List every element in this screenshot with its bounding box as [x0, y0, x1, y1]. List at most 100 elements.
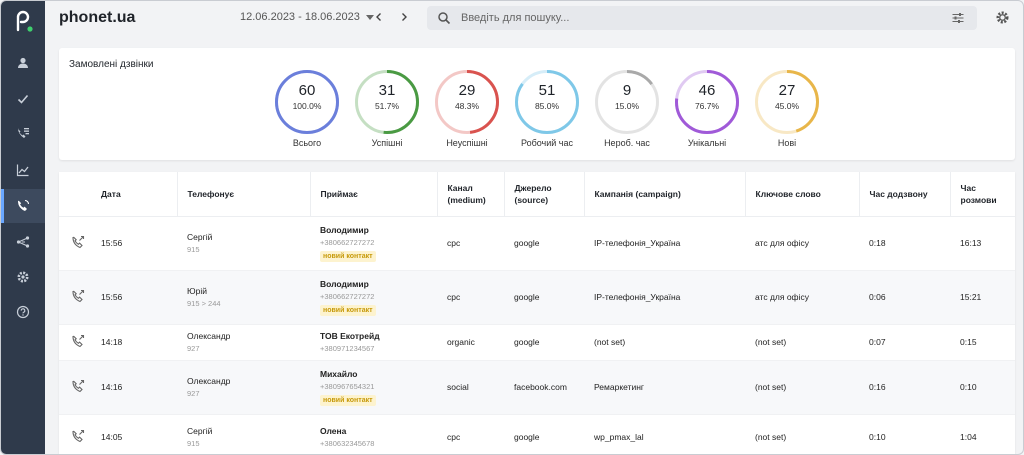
cell-receiver: ТОВ Екотрейд +380971234567 [310, 324, 437, 361]
col-receiver[interactable]: Приймає [310, 172, 438, 217]
cell-talk-time: 15:21 [950, 270, 1015, 325]
call-direction-icon [72, 379, 85, 393]
cell-caller: Юрій 915 > 244 [177, 270, 310, 325]
stat-ring-progress [275, 70, 339, 134]
sidebar-item-analytics[interactable] [1, 153, 45, 187]
stat-ring[interactable]: 51 85.0% [513, 68, 581, 136]
filter-sliders-icon[interactable] [951, 11, 965, 25]
col-campaign[interactable]: Кампанія (campaign) [584, 172, 746, 217]
date-range-value: 12.06.2023 - 18.06.2023 [240, 11, 360, 23]
receiver-name[interactable]: Михайло [320, 368, 358, 379]
stat-ring[interactable]: 46 76.7% [673, 68, 741, 136]
col-keyword[interactable]: Ключове слово [745, 172, 860, 217]
stat-ring[interactable]: 31 51.7% [353, 68, 421, 136]
ordered-calls-card: Замовлені дзвінки 60 100.0% Всього 31 51.7% У… [59, 48, 1015, 160]
table-row[interactable]: 14:05 Сергій 915 Олена +380632345678 cpc googl… [59, 414, 1015, 454]
table-row[interactable]: 14:18 Олександр 927 ТОВ Екотрейд +3809712345… [59, 324, 1015, 361]
receiver-name[interactable]: Володимир [320, 278, 369, 289]
date-range-picker[interactable]: 12.06.2023 - 18.06.2023 [240, 11, 374, 23]
cell-source: google [504, 270, 584, 325]
sidebar-item-call-list[interactable] [1, 116, 45, 150]
stat-ring[interactable]: 9 15.0% [593, 68, 661, 136]
col-medium[interactable]: Канал (medium) [437, 172, 505, 217]
receiver-phone: +380632345678 [320, 439, 375, 448]
caller-extension: 927 [187, 344, 200, 353]
table-header: Дата Телефонує Приймає Канал (medium) Дж… [59, 172, 1015, 217]
stat-ring-graphic [515, 70, 579, 134]
stat-ring[interactable]: 60 100.0% [273, 68, 341, 136]
cell-source: facebook.com [504, 360, 584, 415]
stat-ring[interactable]: 27 45.0% [753, 68, 821, 136]
cell-medium: social [437, 360, 504, 415]
col-talk-time[interactable]: Час розмови [950, 172, 1015, 217]
cell-caller: Сергій 915 [177, 216, 310, 271]
phonet-logo-icon[interactable] [9, 8, 37, 36]
sidebar-item-routing[interactable] [1, 225, 45, 259]
cell-medium: cpc [437, 270, 504, 325]
receiver-name[interactable]: Олена [320, 426, 347, 436]
col-wait-time[interactable]: Час додзвону [859, 172, 951, 217]
cell-talk-time: 0:15 [950, 324, 1015, 361]
stat-ring-progress [755, 70, 819, 134]
cell-receiver: Михайло +380967654321 новий контакт [310, 360, 437, 415]
phone-call-icon [18, 199, 30, 211]
cell-icon[interactable] [59, 216, 91, 271]
cell-time: 15:56 [91, 216, 177, 271]
cell-keyword: атс для офісу [745, 216, 859, 271]
sidebar-item-settings[interactable] [1, 260, 45, 294]
cell-campaign: Ремаркетинг [584, 360, 745, 415]
stat-ring[interactable]: 29 48.3% [433, 68, 501, 136]
next-period-button[interactable] [396, 9, 412, 25]
caller-extension: 915 [187, 439, 200, 448]
sidebar-item-calls[interactable] [1, 189, 45, 223]
cell-talk-time: 0:10 [950, 360, 1015, 415]
sidebar-item-contacts[interactable] [1, 46, 45, 80]
chevron-right-icon [402, 13, 407, 21]
receiver-name[interactable]: Володимир [320, 224, 369, 235]
cell-wait-time: 0:16 [859, 360, 950, 415]
stat-label: Унікальні [687, 138, 727, 148]
stat-ring-graphic [755, 70, 819, 134]
stat-label: Успішні [371, 138, 403, 148]
cell-source: google [504, 324, 584, 361]
search-input[interactable] [461, 12, 951, 24]
cell-icon[interactable] [59, 360, 91, 415]
col-caller[interactable]: Телефонує [177, 172, 311, 217]
col-date[interactable]: Дата [91, 172, 178, 217]
cell-receiver: Володимир +380662727272 новий контакт [310, 216, 437, 271]
sidebar [1, 1, 45, 454]
cell-keyword: атс для офісу [745, 270, 859, 325]
stats-title: Замовлені дзвінки [69, 59, 154, 70]
prev-period-button[interactable] [371, 9, 387, 25]
cell-icon[interactable] [59, 270, 91, 325]
stat-label: Неуспішні [446, 138, 488, 148]
stat-value: 27 [778, 82, 796, 99]
table-row[interactable]: 15:56 Сергій 915 Володимир +380662727272 нови… [59, 216, 1015, 271]
stat-ring-progress [515, 70, 579, 134]
call-direction-icon [72, 235, 85, 249]
stat-percent: 76.7% [694, 101, 720, 111]
table-row[interactable]: 15:56 Юрій 915 > 244 Володимир +380662727272… [59, 270, 1015, 325]
new-contact-badge: новий контакт [320, 394, 376, 406]
settings-gear-icon[interactable] [995, 10, 1010, 25]
cell-icon[interactable] [59, 324, 91, 361]
sidebar-item-tasks[interactable] [1, 82, 45, 116]
caller-extension: 915 > 244 [187, 299, 221, 308]
receiver-name[interactable]: ТОВ Екотрейд [320, 331, 380, 341]
cell-icon[interactable] [59, 414, 91, 454]
stat-label: Робочий час [520, 138, 573, 148]
sidebar-item-help[interactable] [1, 295, 45, 329]
receiver-phone: +380662727272 [320, 237, 375, 247]
user-icon [18, 57, 28, 68]
cell-time: 14:05 [91, 414, 177, 454]
check-icon [17, 94, 29, 104]
col-source[interactable]: Джерело (source) [504, 172, 585, 217]
stat-ring-graphic [675, 70, 739, 134]
table-row[interactable]: 14:16 Олександр 927 Михайло +380967654321 нов… [59, 360, 1015, 415]
stat-value: 46 [698, 82, 716, 99]
stat-value: 29 [458, 82, 476, 99]
cell-wait-time: 0:06 [859, 270, 950, 325]
caret-down-icon [365, 14, 374, 20]
cell-caller: Олександр 927 [177, 324, 310, 361]
